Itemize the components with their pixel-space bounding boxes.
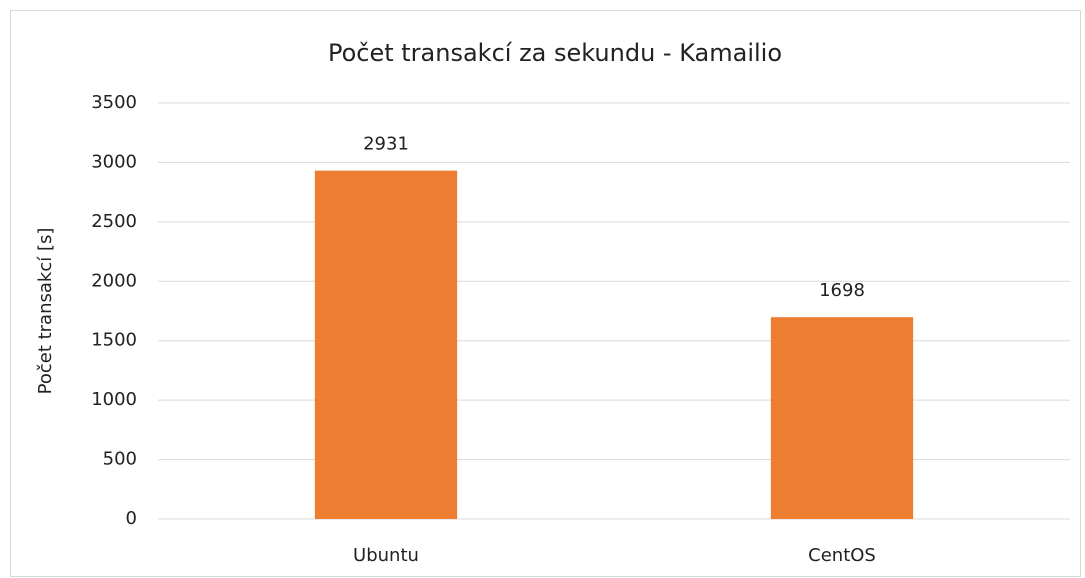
y-tick-label: 3000 <box>91 151 137 172</box>
y-tick-label: 2000 <box>91 270 137 291</box>
y-axis-label: Počet transakcí [s] <box>35 228 56 395</box>
y-tick-label: 2500 <box>91 211 137 232</box>
y-tick-label: 1500 <box>91 330 137 351</box>
chart-border <box>10 10 1081 577</box>
bar <box>314 170 458 520</box>
x-tick-label: Ubuntu <box>353 545 419 566</box>
bar <box>770 317 914 519</box>
y-tick-label: 3500 <box>91 92 137 113</box>
y-tick-label: 500 <box>103 449 137 470</box>
x-tick-label: CentOS <box>808 545 876 566</box>
chart-title: Počet transakcí za sekundu - Kamailio <box>328 39 782 67</box>
data-label: 2931 <box>363 134 409 155</box>
data-label: 1698 <box>819 280 865 301</box>
y-tick-label: 1000 <box>91 389 137 410</box>
y-tick-label: 0 <box>126 508 137 529</box>
